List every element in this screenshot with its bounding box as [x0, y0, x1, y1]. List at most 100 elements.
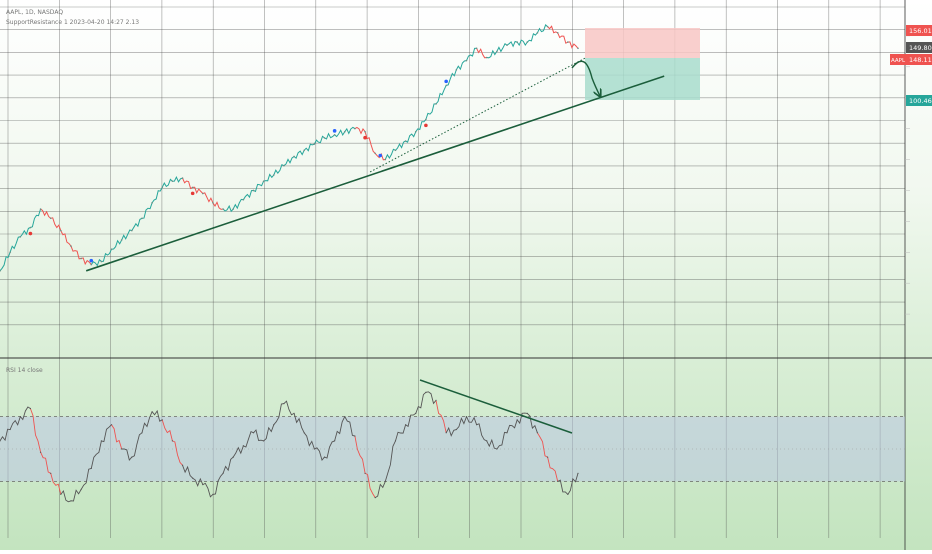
svg-text:AAPL: AAPL: [891, 58, 906, 64]
rsi-segment: [161, 419, 173, 442]
sell-signal-dot: [424, 123, 428, 128]
rsi-segment: [476, 423, 487, 442]
sell-signal-dot: [363, 135, 367, 140]
rsi-point: [506, 432, 508, 434]
rsi-segment: [29, 408, 42, 453]
rsi-segment: [303, 432, 315, 450]
rsi-point: [252, 432, 255, 434]
rsi-segment: [293, 413, 305, 433]
rsi-point: [455, 428, 457, 431]
buy-signal-dot: [444, 79, 448, 84]
rsi-point: [475, 424, 478, 426]
price-segment: [50, 217, 62, 231]
price-segment: [30, 208, 42, 228]
price-segment: [172, 176, 183, 183]
rsi-point: [100, 440, 103, 442]
price-segment: [192, 186, 204, 194]
price-segment: [212, 201, 224, 210]
entry-price-tag: 149.80: [906, 42, 932, 53]
price-point: [262, 180, 265, 182]
rsi-point: [445, 432, 447, 434]
svg-text:100.46: 100.46: [909, 97, 932, 105]
price-segment: [70, 245, 82, 260]
rsi-point: [29, 407, 32, 410]
svg-text:148.11: 148.11: [909, 56, 932, 64]
price-point: [0, 270, 1, 272]
rsi-segment: [395, 424, 407, 442]
price-point: [293, 155, 295, 158]
rsi-point: [242, 445, 244, 447]
price-point: [70, 245, 72, 247]
rsi-segment: [0, 428, 11, 442]
rsi-point: [536, 432, 539, 434]
rsi-point: [161, 419, 163, 421]
price-point: [151, 202, 153, 204]
buy-signal-dot: [332, 129, 337, 133]
rsi-segment: [364, 472, 376, 498]
price-segment: [415, 119, 427, 132]
rsi-point: [526, 412, 528, 414]
price-point: [60, 229, 62, 232]
trade-zones: [585, 28, 700, 100]
price-segment: [486, 49, 498, 59]
price-point: [212, 202, 214, 204]
rsi-point: [121, 448, 123, 450]
svg-text:149.80: 149.80: [909, 44, 932, 52]
price-segment: [303, 143, 315, 152]
rsi-point: [50, 472, 52, 474]
price-point: [414, 130, 417, 133]
price-point: [465, 59, 468, 62]
price-point: [343, 130, 346, 133]
signal-markers: [28, 79, 448, 263]
price-point: [354, 127, 356, 130]
price-segment: [395, 140, 406, 151]
take-profit-zone: [585, 58, 700, 100]
rsi-point: [496, 448, 498, 450]
price-point: [39, 208, 42, 210]
rsi-header: RSI 14 close: [6, 367, 43, 374]
rsi-segment: [405, 413, 417, 428]
price-segment: [516, 39, 528, 47]
rsi-segment: [314, 447, 325, 462]
rsi-series[interactable]: [0, 379, 579, 503]
price-segment: [202, 192, 214, 203]
price-segment: [405, 131, 417, 143]
price-point: [110, 248, 113, 250]
price-point: [394, 149, 397, 152]
price-point: [19, 236, 22, 238]
price-point: [80, 257, 82, 260]
price-segment: [526, 32, 538, 43]
price-segment: [9, 236, 21, 253]
rsi-segment: [172, 440, 183, 466]
rsi-point: [435, 399, 437, 401]
rsi-segment: [263, 424, 275, 442]
price-point: [475, 47, 478, 50]
price-point: [120, 239, 123, 241]
rsi-point: [334, 440, 336, 442]
rsi-point: [486, 440, 488, 442]
rsi-segment: [131, 432, 143, 458]
price-segment: [80, 257, 92, 266]
rsi-point: [293, 412, 295, 414]
stop-loss-zone: [585, 28, 700, 58]
price-point: [272, 174, 275, 176]
price-point: [283, 164, 285, 167]
price-point: [313, 143, 316, 145]
rsi-segment: [40, 452, 51, 474]
rsi-point: [283, 403, 285, 405]
price-point: [506, 44, 508, 46]
price-segment: [547, 25, 558, 34]
price-point: [303, 149, 306, 152]
price-point: [161, 186, 164, 189]
price-point: [232, 208, 235, 210]
price-segment: [446, 69, 457, 86]
rsi-segment: [324, 440, 335, 459]
price-series[interactable]: [0, 24, 579, 272]
rsi-segment: [384, 440, 396, 482]
rsi-segment: [111, 424, 123, 450]
rsi-point: [405, 424, 407, 426]
price-segment: [324, 132, 335, 140]
rsi-point: [415, 412, 417, 414]
